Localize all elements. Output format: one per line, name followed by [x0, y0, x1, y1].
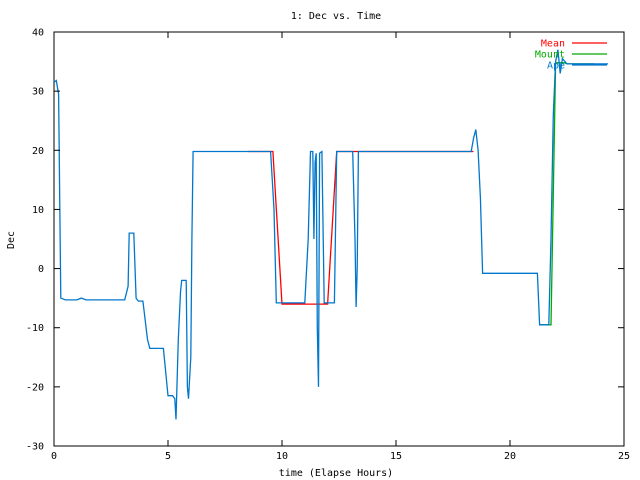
x-tick-label: 25: [618, 451, 630, 462]
y-tick-label: -20: [26, 382, 44, 393]
chart-title: 1: Dec vs. Time: [291, 11, 381, 22]
y-tick-label: 0: [38, 264, 44, 275]
x-axis-label: time (Elapse Hours): [279, 468, 393, 479]
series-line-mount: [539, 62, 595, 326]
series-line-mean: [247, 150, 474, 305]
plot-border: [53, 31, 625, 447]
plot-frame: [53, 31, 625, 447]
y-tick-label: -30: [26, 442, 44, 453]
tick-layer: 0 5 10 15 20 25 -30 -20 -10 0 10 20 30 40: [26, 28, 630, 463]
y-tick-label: -10: [26, 323, 44, 334]
x-tick-label: 20: [504, 451, 516, 462]
y-axis-label: Dec: [6, 231, 17, 249]
legend-label-mount: Mount: [535, 50, 565, 61]
legend-label-mean: Mean: [541, 39, 565, 50]
y-tick-label: 30: [32, 87, 44, 98]
series-line-ape: [53, 49, 608, 420]
legend-label-ape: Ape: [547, 61, 565, 72]
y-tick-label: 10: [32, 205, 44, 216]
series-layer: [53, 49, 608, 420]
x-tick-label: 5: [165, 451, 171, 462]
x-tick-label: 15: [390, 451, 402, 462]
y-tick-label: 40: [32, 28, 44, 39]
y-tick-label: 20: [32, 146, 44, 157]
x-tick-label: 10: [276, 451, 288, 462]
x-tick-label: 0: [51, 451, 57, 462]
